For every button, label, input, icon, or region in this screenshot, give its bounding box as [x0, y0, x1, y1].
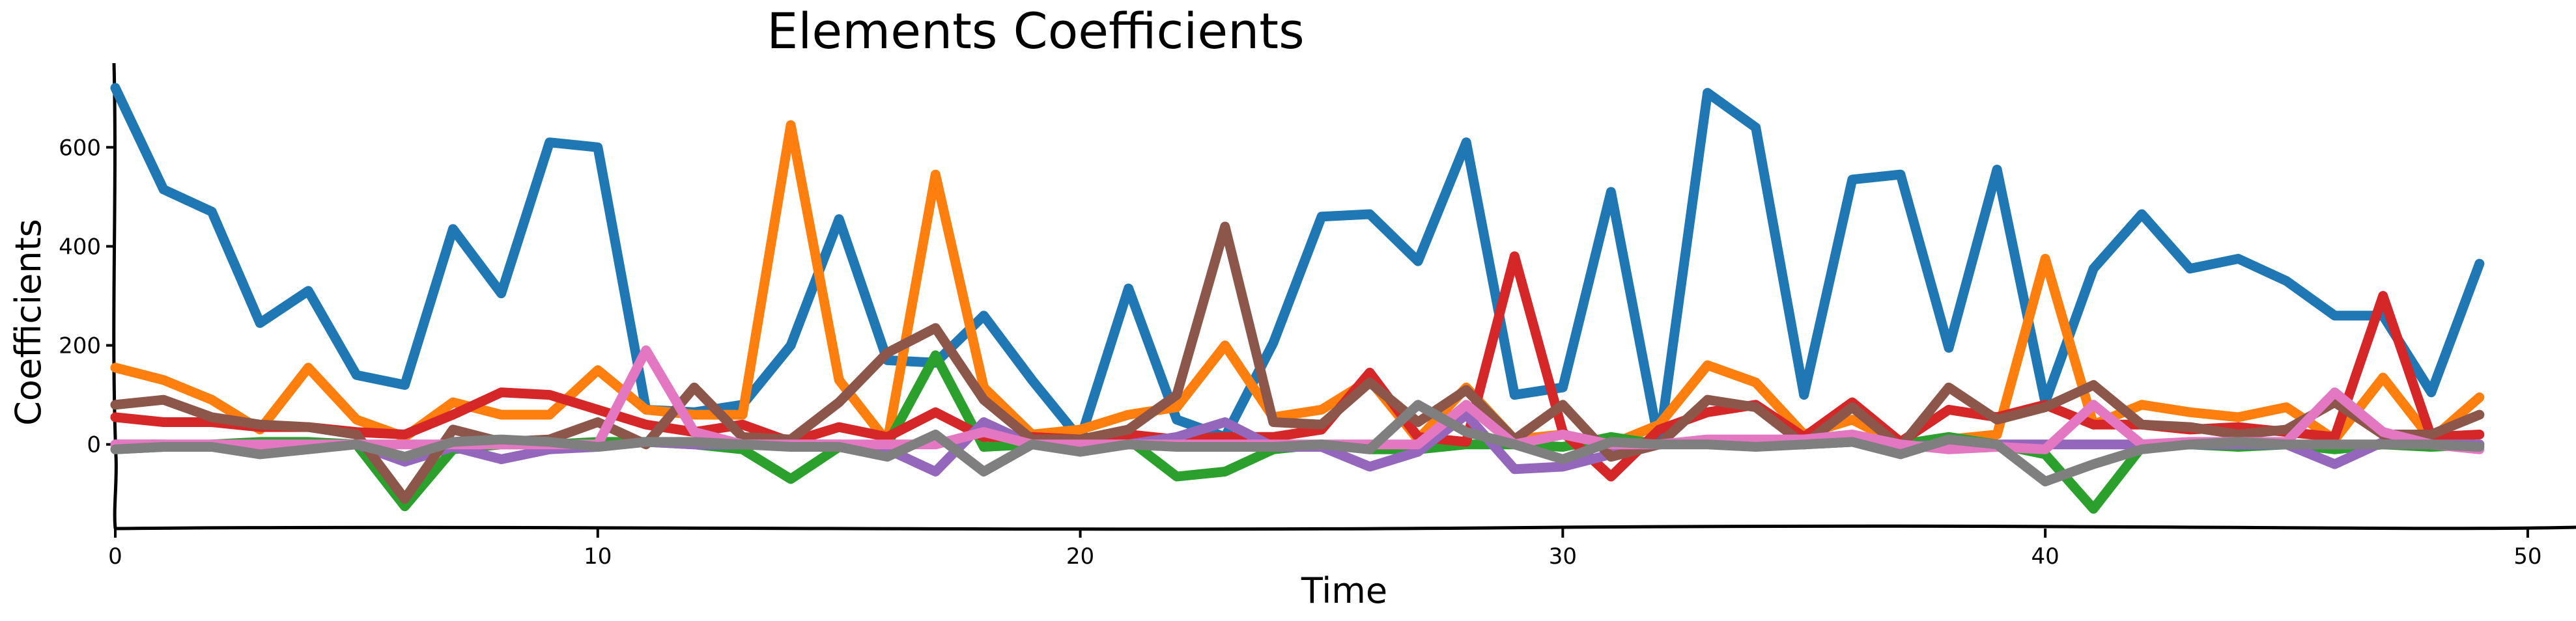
- x-ticks: 0 10 20 30 40 50: [108, 529, 2542, 570]
- chart-title: Elements Coefficients: [767, 2, 1304, 60]
- x-tick-label: 0: [108, 544, 122, 570]
- series-line-8: [110, 400, 2485, 487]
- y-axis-label: Coefficients: [8, 219, 49, 426]
- y-ticks: 0 200 400 600: [59, 135, 115, 458]
- x-tick-label: 40: [2031, 544, 2059, 570]
- series-lines: [110, 83, 2485, 514]
- x-tick-label: 30: [1549, 544, 1577, 570]
- x-tick-label: 50: [2513, 544, 2541, 570]
- y-tick-label: 400: [59, 234, 101, 260]
- x-axis-spine: [115, 524, 2576, 531]
- y-tick-label: 200: [59, 333, 101, 359]
- x-tick-label: 20: [1066, 544, 1094, 570]
- y-axis-spine: [112, 62, 118, 529]
- series-line-2: [110, 120, 2485, 450]
- series-line-1: [110, 83, 2485, 450]
- y-tick-label: 600: [59, 135, 101, 161]
- x-tick-label: 10: [584, 544, 612, 570]
- series-line-4: [110, 251, 2485, 482]
- y-tick-label: 0: [87, 432, 101, 458]
- x-axis-label: Time: [1301, 570, 1387, 611]
